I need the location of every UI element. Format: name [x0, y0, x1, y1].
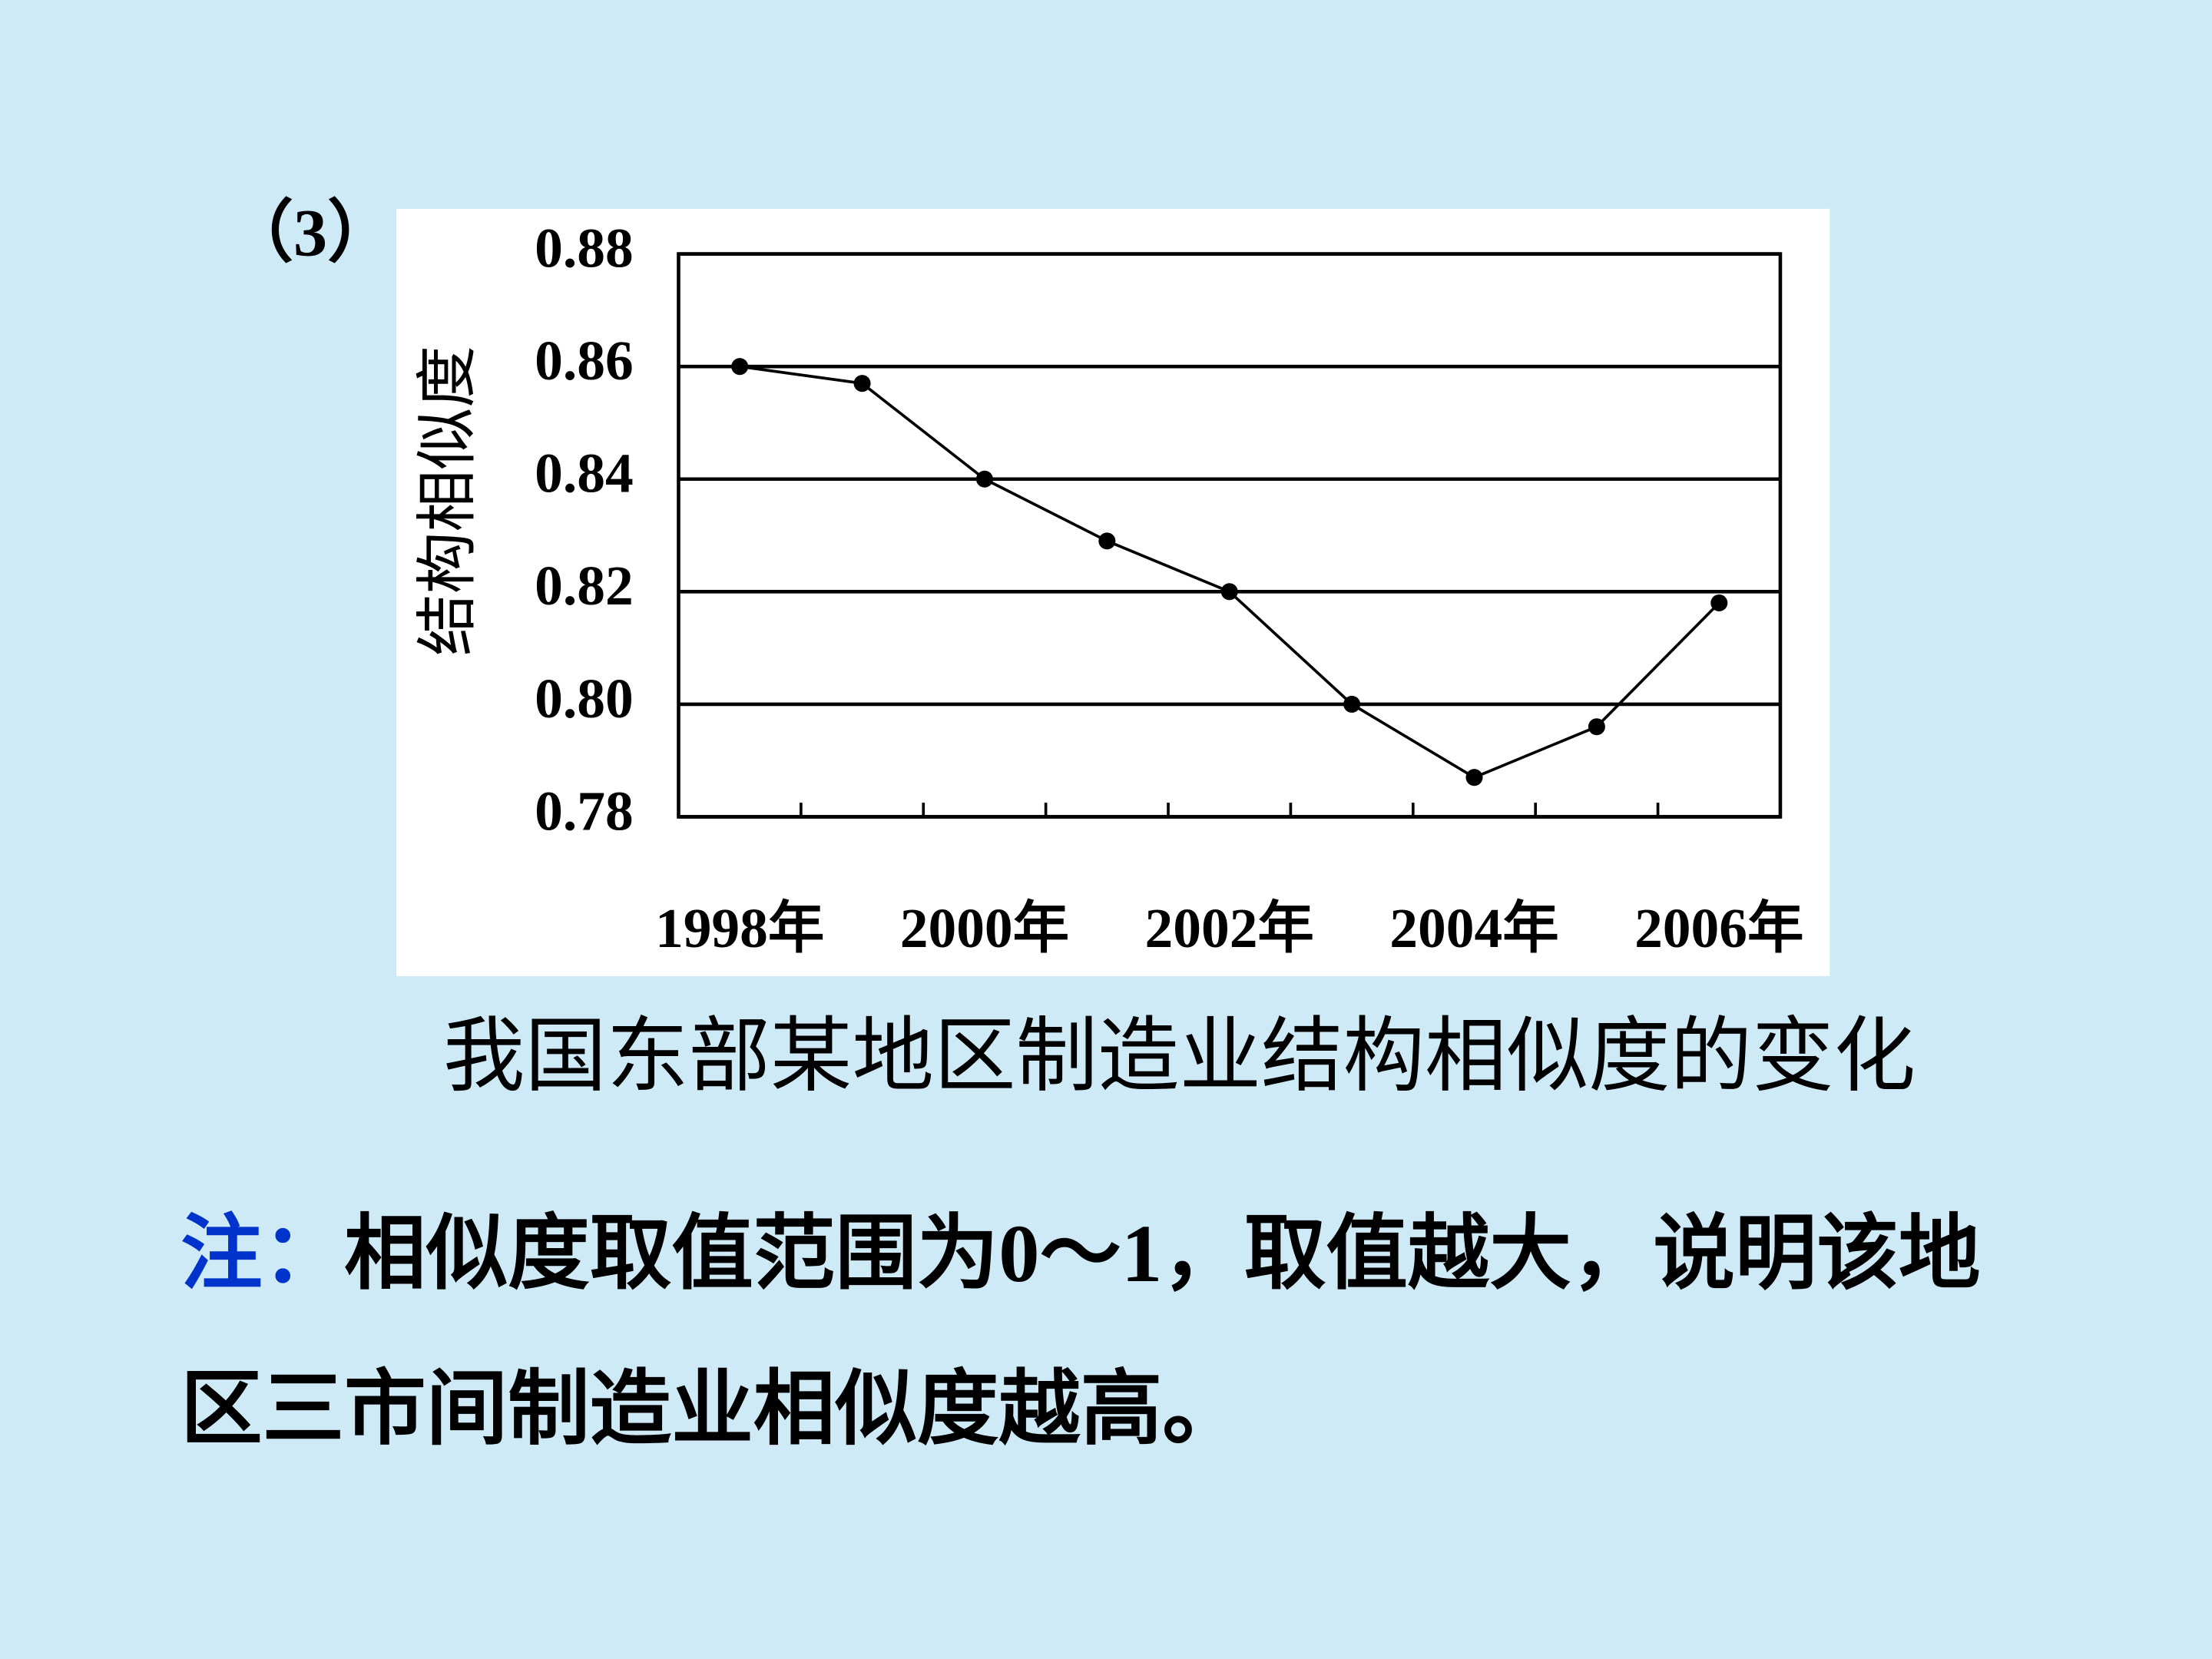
question-label: （3）	[226, 195, 395, 270]
x-tick-label: 2002年	[1145, 897, 1314, 959]
note-text: 相似度取值范围为0～1，取值越大，说明该地	[344, 1209, 1980, 1300]
point	[1465, 769, 1483, 786]
point	[1220, 583, 1238, 601]
note-line: 注：相似度取值范围为0～1，取值越大，说明该地	[180, 1209, 1980, 1300]
note-prefix: 注：	[180, 1209, 344, 1300]
point	[1343, 695, 1361, 713]
y-tick-label: 0.86	[535, 329, 634, 392]
chart-title: 我国东部某地区制造业结构相似度的变化	[443, 1012, 1916, 1102]
point	[1098, 532, 1116, 550]
y-tick-label: 0.80	[535, 667, 634, 730]
note-line: 区三市间制造业相似度越高。	[180, 1364, 1244, 1455]
point	[731, 358, 749, 376]
x-tick-label: 2000年	[900, 897, 1069, 959]
x-tick-label: 2006年	[1634, 897, 1803, 959]
y-tick-label: 0.88	[535, 217, 634, 279]
point	[975, 470, 993, 488]
point	[1588, 718, 1605, 736]
y-axis-label: 结构相似度	[414, 346, 482, 656]
point	[1710, 594, 1728, 612]
point	[853, 375, 871, 392]
y-tick-label: 0.82	[535, 555, 634, 617]
y-tick-label: 0.78	[535, 780, 634, 842]
y-tick-label: 0.84	[535, 442, 634, 505]
x-tick-label: 2004年	[1389, 897, 1558, 959]
x-tick-label: 1998年	[655, 897, 824, 959]
plot-frame	[677, 252, 1783, 819]
